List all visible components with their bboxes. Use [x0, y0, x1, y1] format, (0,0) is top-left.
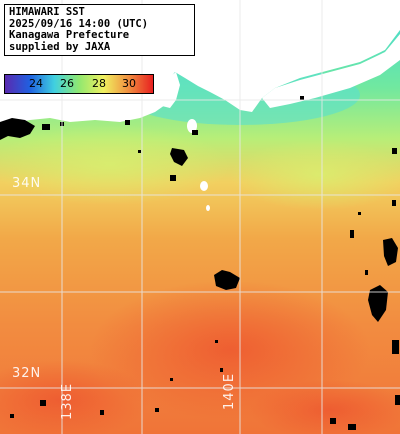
island — [206, 205, 210, 211]
title-box: HIMAWARI SST 2025/09/16 14:00 (UTC) Kana… — [4, 4, 195, 56]
colorbar-tick: 28 — [92, 77, 106, 90]
temperature-colorbar: 24 26 28 30 — [4, 74, 154, 94]
lon-label-138e: 138E — [60, 382, 75, 420]
cool-patch — [230, 140, 400, 210]
lat-label-34n: 34N — [12, 176, 42, 191]
warm-patch — [0, 360, 150, 434]
cloud-masks — [0, 96, 400, 430]
lon-label-140e: 140E — [222, 372, 237, 410]
cool-patch — [0, 125, 230, 205]
land-boso — [262, 34, 400, 108]
colorbar-tick: 24 — [29, 77, 43, 90]
colorbar-tick: 26 — [60, 77, 74, 90]
land-izu — [162, 72, 180, 108]
island — [187, 119, 197, 133]
warm-patch — [250, 380, 400, 434]
title-line-4: supplied by JAXA — [9, 40, 111, 53]
title-line-3: Kanagawa Prefecture — [9, 29, 130, 41]
island — [200, 181, 208, 191]
lat-label-32n: 32N — [12, 366, 42, 381]
title-line-1: HIMAWARI SST — [9, 6, 85, 18]
colorbar-tick: 30 — [122, 77, 136, 90]
title-line-2: 2025/09/16 14:00 (UTC) — [9, 17, 149, 30]
